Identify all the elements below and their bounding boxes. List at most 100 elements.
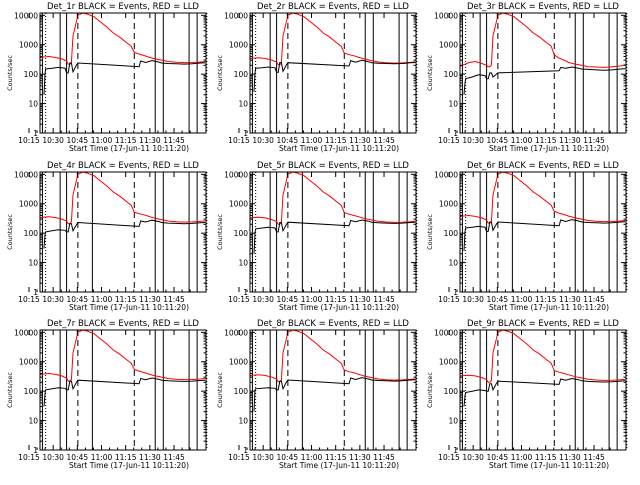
y-tick-label: 100 bbox=[444, 70, 459, 79]
lld-series-line bbox=[40, 330, 206, 382]
chart-panel: Det_6r BLACK = Events, RED = LLD 1 10 100 10… bbox=[426, 161, 628, 312]
events-series-line bbox=[463, 219, 626, 251]
y-tick-label: 1 bbox=[33, 446, 38, 455]
y-tick-label: 10 bbox=[28, 259, 38, 268]
x-tick-label: 10:30 bbox=[42, 136, 64, 145]
x-tick-label: 11:30 bbox=[349, 136, 371, 145]
x-tick-label: 11:00 bbox=[511, 136, 533, 145]
x-tick-label: 10:15 bbox=[18, 136, 40, 145]
x-tick-label: 11:15 bbox=[535, 453, 557, 462]
x-tick-label: 10:45 bbox=[277, 453, 299, 462]
y-tick-label: 1000 bbox=[439, 200, 458, 209]
x-tick-label: 11:00 bbox=[91, 295, 113, 304]
y-tick-label: 1000 bbox=[229, 358, 248, 367]
x-tick-label: 11:45 bbox=[373, 136, 395, 145]
chart-panel: Det_2r BLACK = Events, RED = LLD 1 10 100 10… bbox=[216, 2, 418, 153]
y-axis-label: Counts/sec bbox=[6, 55, 14, 91]
y-tick-label: 1000 bbox=[19, 358, 38, 367]
x-tick-label: 10:45 bbox=[67, 136, 89, 145]
x-tick-label: 10:45 bbox=[487, 295, 509, 304]
x-tick-label: 10:15 bbox=[438, 453, 460, 462]
events-series-line bbox=[43, 377, 206, 407]
y-axis-label: Counts/sec bbox=[426, 55, 434, 91]
lld-series-line bbox=[250, 172, 416, 225]
x-axis-label: Start Time (17-Jun-11 10:11:20) bbox=[279, 303, 399, 312]
y-tick-label: 1000 bbox=[439, 358, 458, 367]
x-tick-label: 11:15 bbox=[115, 453, 137, 462]
x-tick-label: 11:30 bbox=[349, 295, 371, 304]
y-tick-label: 100 bbox=[24, 229, 39, 238]
x-tick-label: 11:00 bbox=[301, 453, 323, 462]
y-tick-label: 100 bbox=[444, 387, 459, 396]
x-tick-label: 10:15 bbox=[18, 295, 40, 304]
x-tick-label: 11:15 bbox=[535, 295, 557, 304]
events-series-line bbox=[43, 60, 206, 95]
y-tick-label: 10 bbox=[238, 417, 248, 426]
lld-series-line bbox=[460, 172, 626, 224]
panel-title: Det_9r BLACK = Events, RED = LLD bbox=[467, 319, 619, 329]
plot-frame bbox=[39, 12, 207, 134]
x-tick-label: 10:15 bbox=[228, 453, 250, 462]
panel-title: Det_1r BLACK = Events, RED = LLD bbox=[47, 2, 199, 12]
x-tick-label: 11:45 bbox=[373, 453, 395, 462]
y-axis-label: Counts/sec bbox=[426, 372, 434, 408]
y-tick-label: 10000 bbox=[434, 11, 458, 20]
events-series-line bbox=[43, 219, 206, 249]
x-tick-label: 11:45 bbox=[583, 295, 605, 304]
x-tick-label: 10:30 bbox=[462, 453, 484, 462]
events-series-line bbox=[253, 219, 416, 254]
x-tick-label: 11:30 bbox=[139, 136, 161, 145]
x-tick-label: 10:15 bbox=[18, 453, 40, 462]
x-tick-label: 11:15 bbox=[325, 295, 347, 304]
x-axis-label: Start Time (17-Jun-11 10:11:20) bbox=[69, 303, 189, 312]
x-tick-label: 10:30 bbox=[42, 295, 64, 304]
events-series-line bbox=[463, 66, 626, 95]
x-tick-label: 11:15 bbox=[325, 453, 347, 462]
y-tick-label: 1000 bbox=[439, 41, 458, 50]
y-axis-label: Counts/sec bbox=[6, 214, 14, 250]
x-tick-label: 11:00 bbox=[91, 136, 113, 145]
y-tick-label: 100 bbox=[24, 387, 39, 396]
x-tick-label: 10:45 bbox=[277, 136, 299, 145]
x-tick-label: 10:30 bbox=[462, 295, 484, 304]
panel-title: Det_7r BLACK = Events, RED = LLD bbox=[47, 319, 199, 329]
panel-title: Det_6r BLACK = Events, RED = LLD bbox=[467, 161, 619, 171]
y-tick-label: 1 bbox=[33, 288, 38, 297]
y-tick-label: 10000 bbox=[224, 328, 248, 337]
lld-series-line bbox=[250, 330, 416, 383]
y-tick-label: 100 bbox=[24, 70, 39, 79]
chart-panel: Det_8r BLACK = Events, RED = LLD 1 10 100 10… bbox=[216, 319, 418, 470]
x-tick-label: 10:15 bbox=[438, 136, 460, 145]
x-tick-label: 11:00 bbox=[511, 453, 533, 462]
x-tick-label: 10:30 bbox=[252, 295, 274, 304]
x-tick-label: 11:30 bbox=[559, 136, 581, 145]
x-tick-label: 11:45 bbox=[163, 295, 185, 304]
panel-title: Det_3r BLACK = Events, RED = LLD bbox=[467, 2, 619, 12]
x-tick-label: 10:30 bbox=[462, 136, 484, 145]
x-tick-label: 10:45 bbox=[67, 453, 89, 462]
x-tick-label: 10:30 bbox=[252, 453, 274, 462]
y-tick-label: 10 bbox=[238, 100, 248, 109]
y-tick-label: 1000 bbox=[19, 200, 38, 209]
y-tick-label: 1 bbox=[453, 129, 458, 138]
plot-frame bbox=[459, 171, 627, 293]
x-tick-label: 10:45 bbox=[67, 295, 89, 304]
plot-frame bbox=[39, 171, 207, 293]
y-tick-label: 100 bbox=[234, 229, 249, 238]
y-tick-label: 1000 bbox=[229, 41, 248, 50]
y-tick-label: 1000 bbox=[229, 200, 248, 209]
y-tick-label: 10000 bbox=[14, 11, 38, 20]
y-tick-label: 10 bbox=[448, 259, 458, 268]
chart-panel: Det_9r BLACK = Events, RED = LLD 1 10 100 10… bbox=[426, 319, 628, 470]
x-tick-label: 11:30 bbox=[559, 295, 581, 304]
x-tick-label: 11:15 bbox=[535, 136, 557, 145]
x-tick-label: 10:15 bbox=[228, 136, 250, 145]
y-tick-label: 10 bbox=[28, 100, 38, 109]
y-tick-label: 10000 bbox=[14, 170, 38, 179]
plot-frame bbox=[459, 12, 627, 134]
x-tick-label: 11:15 bbox=[115, 136, 137, 145]
events-series-line bbox=[253, 59, 416, 92]
chart-panel: Det_7r BLACK = Events, RED = LLD 1 10 100 10… bbox=[6, 319, 208, 470]
y-tick-label: 10000 bbox=[434, 328, 458, 337]
